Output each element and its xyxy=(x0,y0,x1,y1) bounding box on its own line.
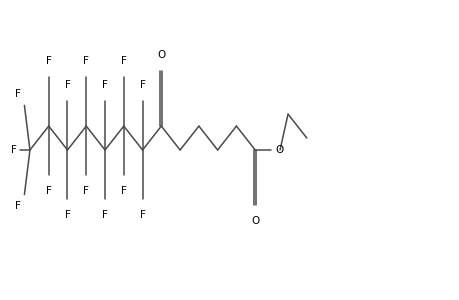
Text: F: F xyxy=(83,56,89,66)
Text: F: F xyxy=(64,210,70,220)
Text: F: F xyxy=(121,56,127,66)
Text: F: F xyxy=(15,201,21,211)
Text: O: O xyxy=(251,216,259,226)
Text: O: O xyxy=(275,145,283,155)
Text: F: F xyxy=(46,56,51,66)
Text: F: F xyxy=(83,186,89,196)
Text: F: F xyxy=(102,80,108,90)
Text: F: F xyxy=(140,210,145,220)
Text: F: F xyxy=(46,186,51,196)
Text: F: F xyxy=(64,80,70,90)
Text: F: F xyxy=(15,89,21,99)
Text: F: F xyxy=(102,210,108,220)
Text: F: F xyxy=(11,145,17,155)
Text: O: O xyxy=(157,50,165,60)
Text: F: F xyxy=(121,186,127,196)
Text: F: F xyxy=(140,80,145,90)
